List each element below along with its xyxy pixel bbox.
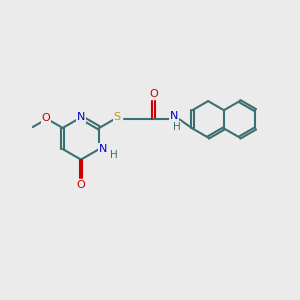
Text: H: H — [172, 122, 180, 132]
Text: N: N — [77, 112, 85, 122]
Text: O: O — [76, 179, 85, 190]
Text: S: S — [113, 112, 121, 122]
Text: H: H — [110, 150, 118, 160]
Text: N: N — [99, 144, 107, 154]
Text: N: N — [169, 111, 178, 122]
Text: O: O — [149, 89, 158, 99]
Text: O: O — [42, 113, 50, 123]
